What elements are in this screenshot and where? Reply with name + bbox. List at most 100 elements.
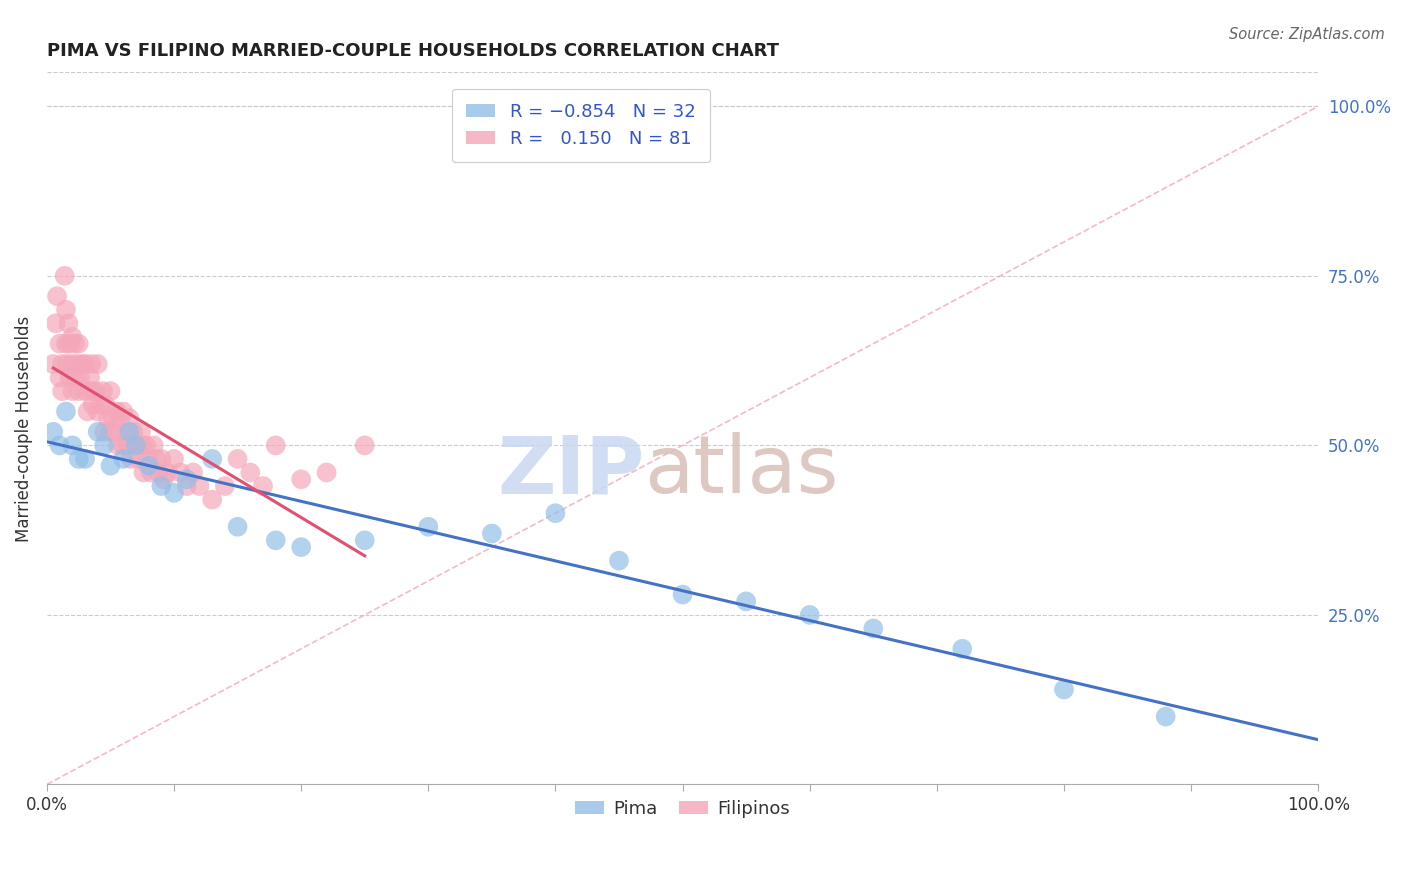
Point bbox=[735, 594, 758, 608]
Point bbox=[51, 384, 73, 398]
Point bbox=[73, 384, 96, 398]
Point bbox=[76, 404, 98, 418]
Point bbox=[163, 486, 186, 500]
Point bbox=[290, 472, 312, 486]
Point bbox=[129, 425, 152, 439]
Point bbox=[481, 526, 503, 541]
Point bbox=[132, 466, 155, 480]
Point bbox=[148, 466, 170, 480]
Point bbox=[79, 370, 101, 384]
Point bbox=[117, 438, 139, 452]
Point bbox=[42, 425, 65, 439]
Point bbox=[201, 492, 224, 507]
Point bbox=[87, 357, 110, 371]
Point bbox=[107, 438, 129, 452]
Point bbox=[67, 452, 90, 467]
Point bbox=[87, 404, 110, 418]
Point bbox=[671, 588, 693, 602]
Point bbox=[48, 438, 70, 452]
Point bbox=[114, 425, 136, 439]
Point bbox=[48, 370, 70, 384]
Point bbox=[418, 520, 440, 534]
Point bbox=[264, 438, 287, 452]
Point bbox=[201, 452, 224, 467]
Point bbox=[94, 398, 117, 412]
Point bbox=[1154, 709, 1177, 723]
Point bbox=[353, 438, 375, 452]
Point bbox=[138, 458, 160, 473]
Point bbox=[93, 438, 115, 452]
Point bbox=[55, 302, 77, 317]
Point bbox=[60, 330, 83, 344]
Point bbox=[138, 452, 160, 467]
Point bbox=[150, 479, 173, 493]
Point bbox=[112, 452, 135, 467]
Point bbox=[1053, 682, 1076, 697]
Point bbox=[63, 370, 86, 384]
Point bbox=[214, 479, 236, 493]
Point bbox=[55, 336, 77, 351]
Point bbox=[100, 384, 122, 398]
Point bbox=[97, 411, 120, 425]
Point bbox=[104, 425, 127, 439]
Point bbox=[353, 533, 375, 548]
Point bbox=[56, 357, 79, 371]
Point bbox=[169, 466, 191, 480]
Point bbox=[799, 607, 821, 622]
Text: ZIP: ZIP bbox=[498, 432, 644, 510]
Point bbox=[176, 472, 198, 486]
Point bbox=[122, 425, 145, 439]
Point bbox=[51, 357, 73, 371]
Point bbox=[142, 438, 165, 452]
Point bbox=[45, 316, 67, 330]
Point bbox=[53, 268, 76, 283]
Point bbox=[607, 554, 630, 568]
Point bbox=[112, 404, 135, 418]
Point bbox=[73, 357, 96, 371]
Point bbox=[100, 458, 122, 473]
Point bbox=[862, 622, 884, 636]
Point bbox=[72, 357, 94, 371]
Point bbox=[118, 411, 141, 425]
Point bbox=[226, 520, 249, 534]
Point bbox=[59, 370, 82, 384]
Point bbox=[226, 452, 249, 467]
Point bbox=[91, 384, 114, 398]
Point bbox=[112, 438, 135, 452]
Point bbox=[239, 466, 262, 480]
Point bbox=[46, 289, 69, 303]
Point bbox=[42, 357, 65, 371]
Point bbox=[67, 336, 90, 351]
Point bbox=[60, 438, 83, 452]
Point bbox=[544, 506, 567, 520]
Point bbox=[58, 316, 80, 330]
Point bbox=[135, 438, 157, 452]
Point bbox=[80, 384, 103, 398]
Point bbox=[125, 438, 148, 452]
Point bbox=[139, 466, 162, 480]
Text: PIMA VS FILIPINO MARRIED-COUPLE HOUSEHOLDS CORRELATION CHART: PIMA VS FILIPINO MARRIED-COUPLE HOUSEHOL… bbox=[46, 42, 779, 60]
Y-axis label: Married-couple Households: Married-couple Households bbox=[15, 315, 32, 541]
Point bbox=[120, 452, 142, 467]
Point bbox=[110, 411, 132, 425]
Point bbox=[125, 438, 148, 452]
Point bbox=[80, 357, 103, 371]
Point bbox=[69, 370, 91, 384]
Point bbox=[156, 466, 179, 480]
Point bbox=[73, 452, 96, 467]
Point bbox=[150, 452, 173, 467]
Point bbox=[252, 479, 274, 493]
Point bbox=[188, 479, 211, 493]
Legend: Pima, Filipinos: Pima, Filipinos bbox=[568, 793, 797, 825]
Point bbox=[48, 336, 70, 351]
Point bbox=[163, 452, 186, 467]
Point bbox=[145, 452, 167, 467]
Point bbox=[60, 384, 83, 398]
Point bbox=[105, 404, 128, 418]
Point bbox=[89, 398, 111, 412]
Point bbox=[63, 336, 86, 351]
Point bbox=[176, 479, 198, 493]
Point bbox=[84, 384, 107, 398]
Point bbox=[118, 425, 141, 439]
Point bbox=[67, 384, 90, 398]
